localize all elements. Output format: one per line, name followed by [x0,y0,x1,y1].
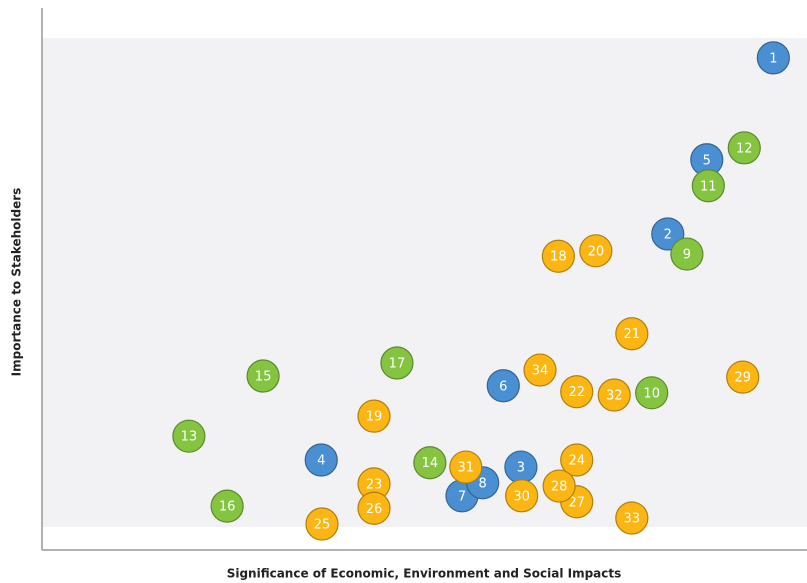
point-label: 27 [568,495,585,510]
point [486,369,520,403]
point-label: 8 [478,476,486,491]
point [579,234,613,268]
point [542,469,576,503]
point-label: 25 [314,517,331,532]
point-label: 13 [181,430,198,445]
point-label: 11 [700,179,717,194]
point-label: 5 [703,153,711,168]
point-label: 12 [736,141,753,156]
point-label: 20 [588,244,605,259]
point-label: 3 [517,461,525,476]
point [505,479,539,513]
point-label: 21 [624,327,641,342]
point-label: 6 [499,379,507,394]
point-label: 31 [458,461,475,476]
point [357,399,391,433]
point-label: 14 [422,456,439,471]
point [172,419,206,453]
point-label: 23 [366,477,383,492]
point-label: 22 [568,385,585,400]
point [413,446,447,480]
point-label: 18 [550,250,567,265]
point [635,376,669,410]
point-label: 34 [532,364,549,379]
x-axis-title: Significance of Economic, Environment an… [227,567,622,581]
point-label: 33 [624,512,641,527]
point [691,169,725,203]
point-label: 7 [458,489,466,504]
point [615,501,649,535]
point [560,375,594,409]
point-label: 2 [664,228,672,243]
point-label: 19 [366,410,383,425]
point-label: 4 [317,454,325,469]
plot-band [42,38,807,527]
point-label: 16 [219,500,236,515]
point [523,353,557,387]
point [357,491,391,525]
point [727,131,761,165]
point [304,443,338,477]
point-label: 30 [513,489,530,504]
point-label: 28 [551,480,568,495]
point-label: 32 [606,388,623,403]
point [756,41,790,75]
point-label: 29 [734,371,751,386]
point-label: 17 [389,357,406,372]
point [449,450,483,484]
point-label: 24 [568,454,585,469]
point-label: 15 [255,370,272,385]
point [597,378,631,412]
point [615,317,649,351]
point [210,489,244,523]
point [305,507,339,541]
point-label: 9 [683,248,691,263]
point [560,443,594,477]
point [670,237,704,271]
point [726,360,760,394]
point-label: 1 [769,51,777,66]
point-label: 10 [643,386,660,401]
point [541,239,575,273]
y-axis-title: Importance to Stakeholders [10,188,24,377]
point [246,359,280,393]
point-label: 26 [366,502,383,517]
point [380,346,414,380]
